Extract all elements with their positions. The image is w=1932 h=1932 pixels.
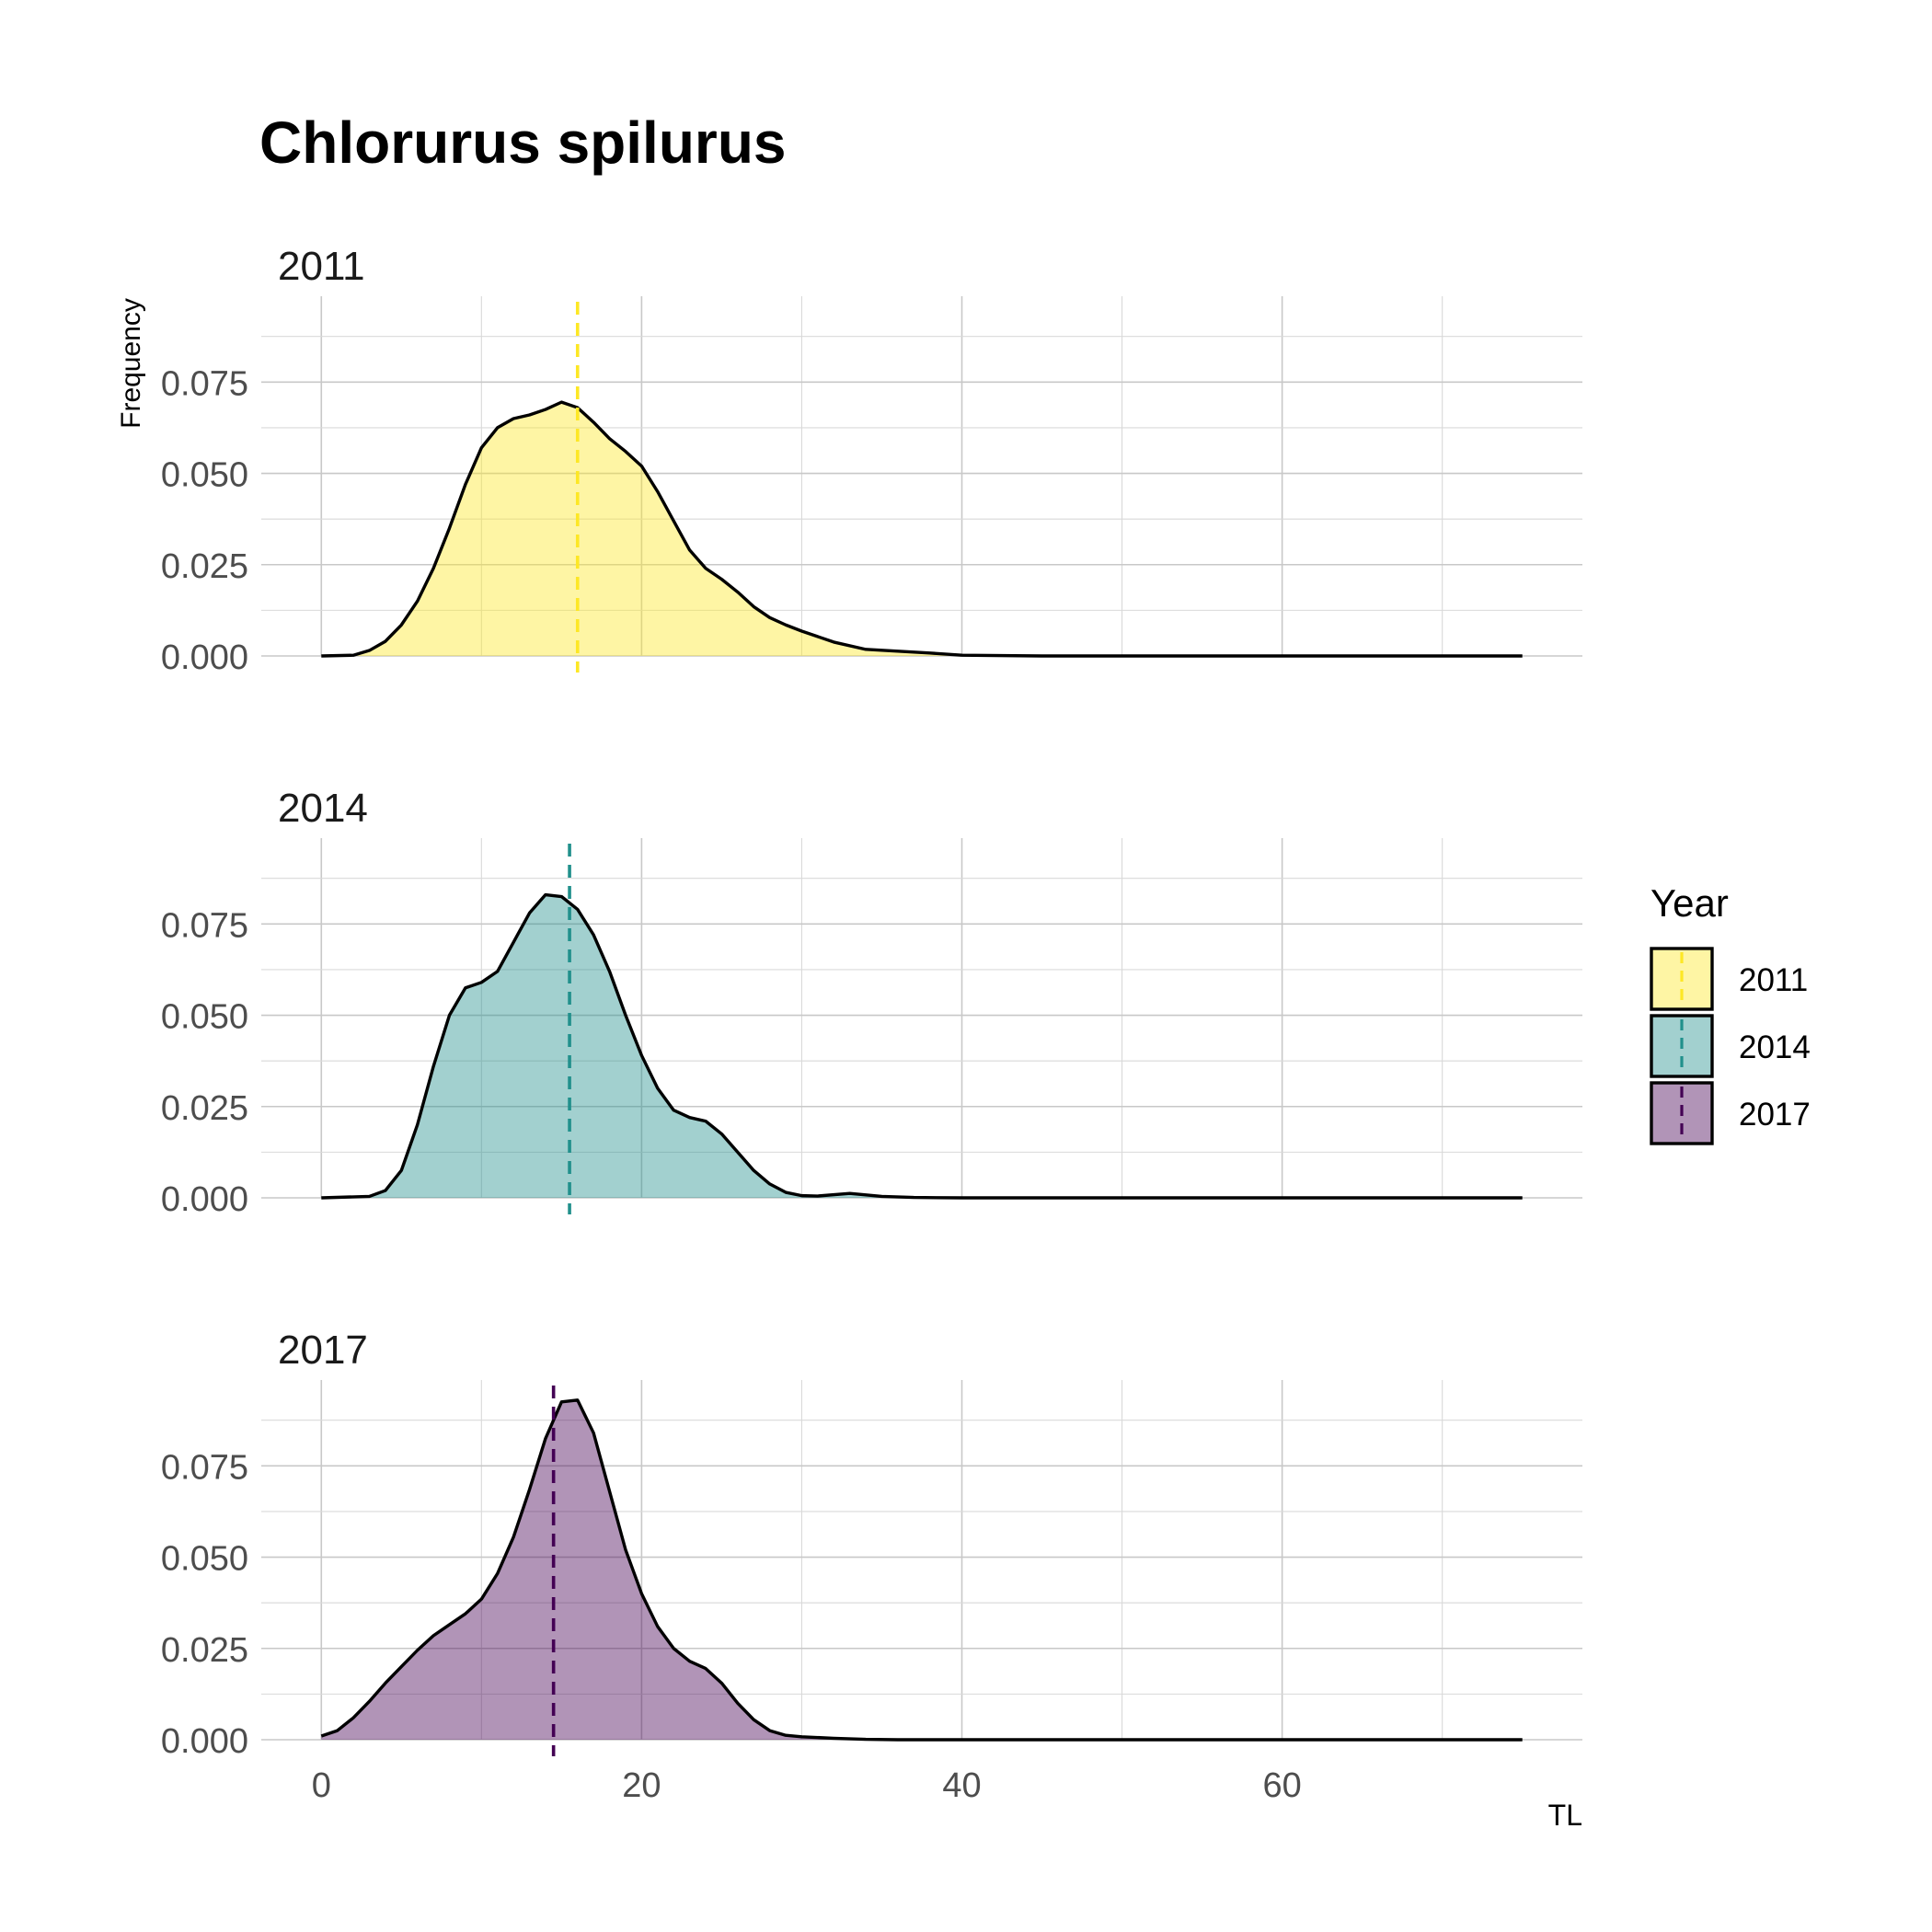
facet-label-2014: 2014 [278,786,368,831]
legend-item-2014: 2014 [1650,1014,1811,1078]
legend-title: Year [1650,881,1729,925]
density-area-2011 [321,402,1523,656]
facet-panel-2017: 0.000 0.025 0.050 0.075 2017 [161,1328,1582,1761]
y-tick-label: 0.000 [161,1180,248,1219]
y-tick-label: 0.075 [161,906,248,945]
legend-label-2014: 2014 [1739,1029,1811,1065]
chart-title: Chlorurus spilurus [259,109,787,176]
legend-label-2011: 2011 [1739,962,1808,998]
x-tick-label: 60 [1262,1766,1301,1805]
y-tick-label: 0.050 [161,1540,248,1579]
y-tick-label: 0.025 [161,1089,248,1128]
x-tick-label: 20 [622,1766,661,1805]
facet-panel-2011: 0.000 0.025 0.050 0.075 2011 [161,244,1582,677]
density-area-2014 [321,894,1523,1198]
y-tick-label: 0.050 [161,998,248,1037]
density-curve-2014 [321,892,1523,1200]
facet-label-2011: 2011 [278,244,365,289]
legend-label-2017: 2017 [1739,1097,1811,1133]
y-tick-label: 0.000 [161,1722,248,1761]
y-tick-label: 0.025 [161,1631,248,1670]
legend-item-2017: 2017 [1650,1081,1811,1145]
x-axis-title: TL [1548,1799,1582,1832]
density-curve-2011 [321,400,1523,658]
facet-label-2017: 2017 [278,1328,368,1373]
x-axis: 0 20 40 60 [312,1766,1302,1805]
y-tick-label: 0.050 [161,456,248,495]
legend-keys: 2011 2014 2017 [1650,947,1811,1145]
y-tick-label: 0.000 [161,638,248,677]
facet-panel-2014: 0.000 0.025 0.050 0.075 2014 [161,786,1582,1219]
y-axis-title: Frequency [116,298,146,429]
density-area-2017 [321,1399,1523,1740]
legend-item-2011: 2011 [1650,947,1808,1011]
density-curve-2017 [320,1398,1523,1742]
y-tick-label: 0.025 [161,547,248,586]
legend: Year 2011 2014 2017 [1650,881,1811,1145]
y-tick-label: 0.075 [161,1448,248,1487]
y-tick-label: 0.075 [161,364,248,403]
x-tick-label: 0 [312,1766,331,1805]
x-tick-label: 40 [942,1766,981,1805]
facet-panels: 0.0000.0250.0500.07520110.0000.0250.0500… [161,244,1582,1761]
